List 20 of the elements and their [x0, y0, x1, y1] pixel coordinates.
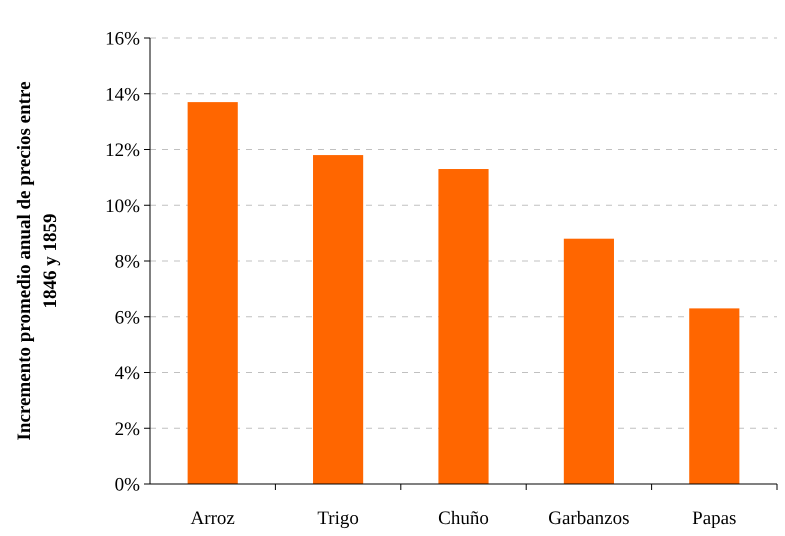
bar — [564, 238, 614, 484]
y-tick-label: 12% — [105, 140, 140, 162]
bar — [689, 308, 740, 484]
y-tick-label: 4% — [114, 363, 140, 384]
y-tick-label: 6% — [114, 307, 140, 328]
y-tick-label: 0% — [114, 474, 140, 496]
x-tick-label: Arroz — [190, 508, 235, 529]
y-tick-label: 14% — [105, 84, 140, 106]
y-axis-title: Incremento promedio anual de precios entre 1846 y 1859 — [14, 81, 61, 441]
y-tick-label: 8% — [114, 252, 140, 273]
x-tick-label: Chuño — [438, 508, 489, 529]
bar — [313, 155, 364, 484]
y-tick-label: 10% — [105, 196, 140, 217]
y-tick-label: 16% — [105, 28, 140, 50]
x-tick-label: Garbanzos — [548, 508, 630, 529]
y-tick-label: 2% — [114, 418, 140, 440]
x-tick-label: Papas — [692, 508, 736, 529]
x-tick-label: Trigo — [317, 508, 359, 529]
bar — [188, 102, 238, 484]
bar — [438, 169, 489, 484]
